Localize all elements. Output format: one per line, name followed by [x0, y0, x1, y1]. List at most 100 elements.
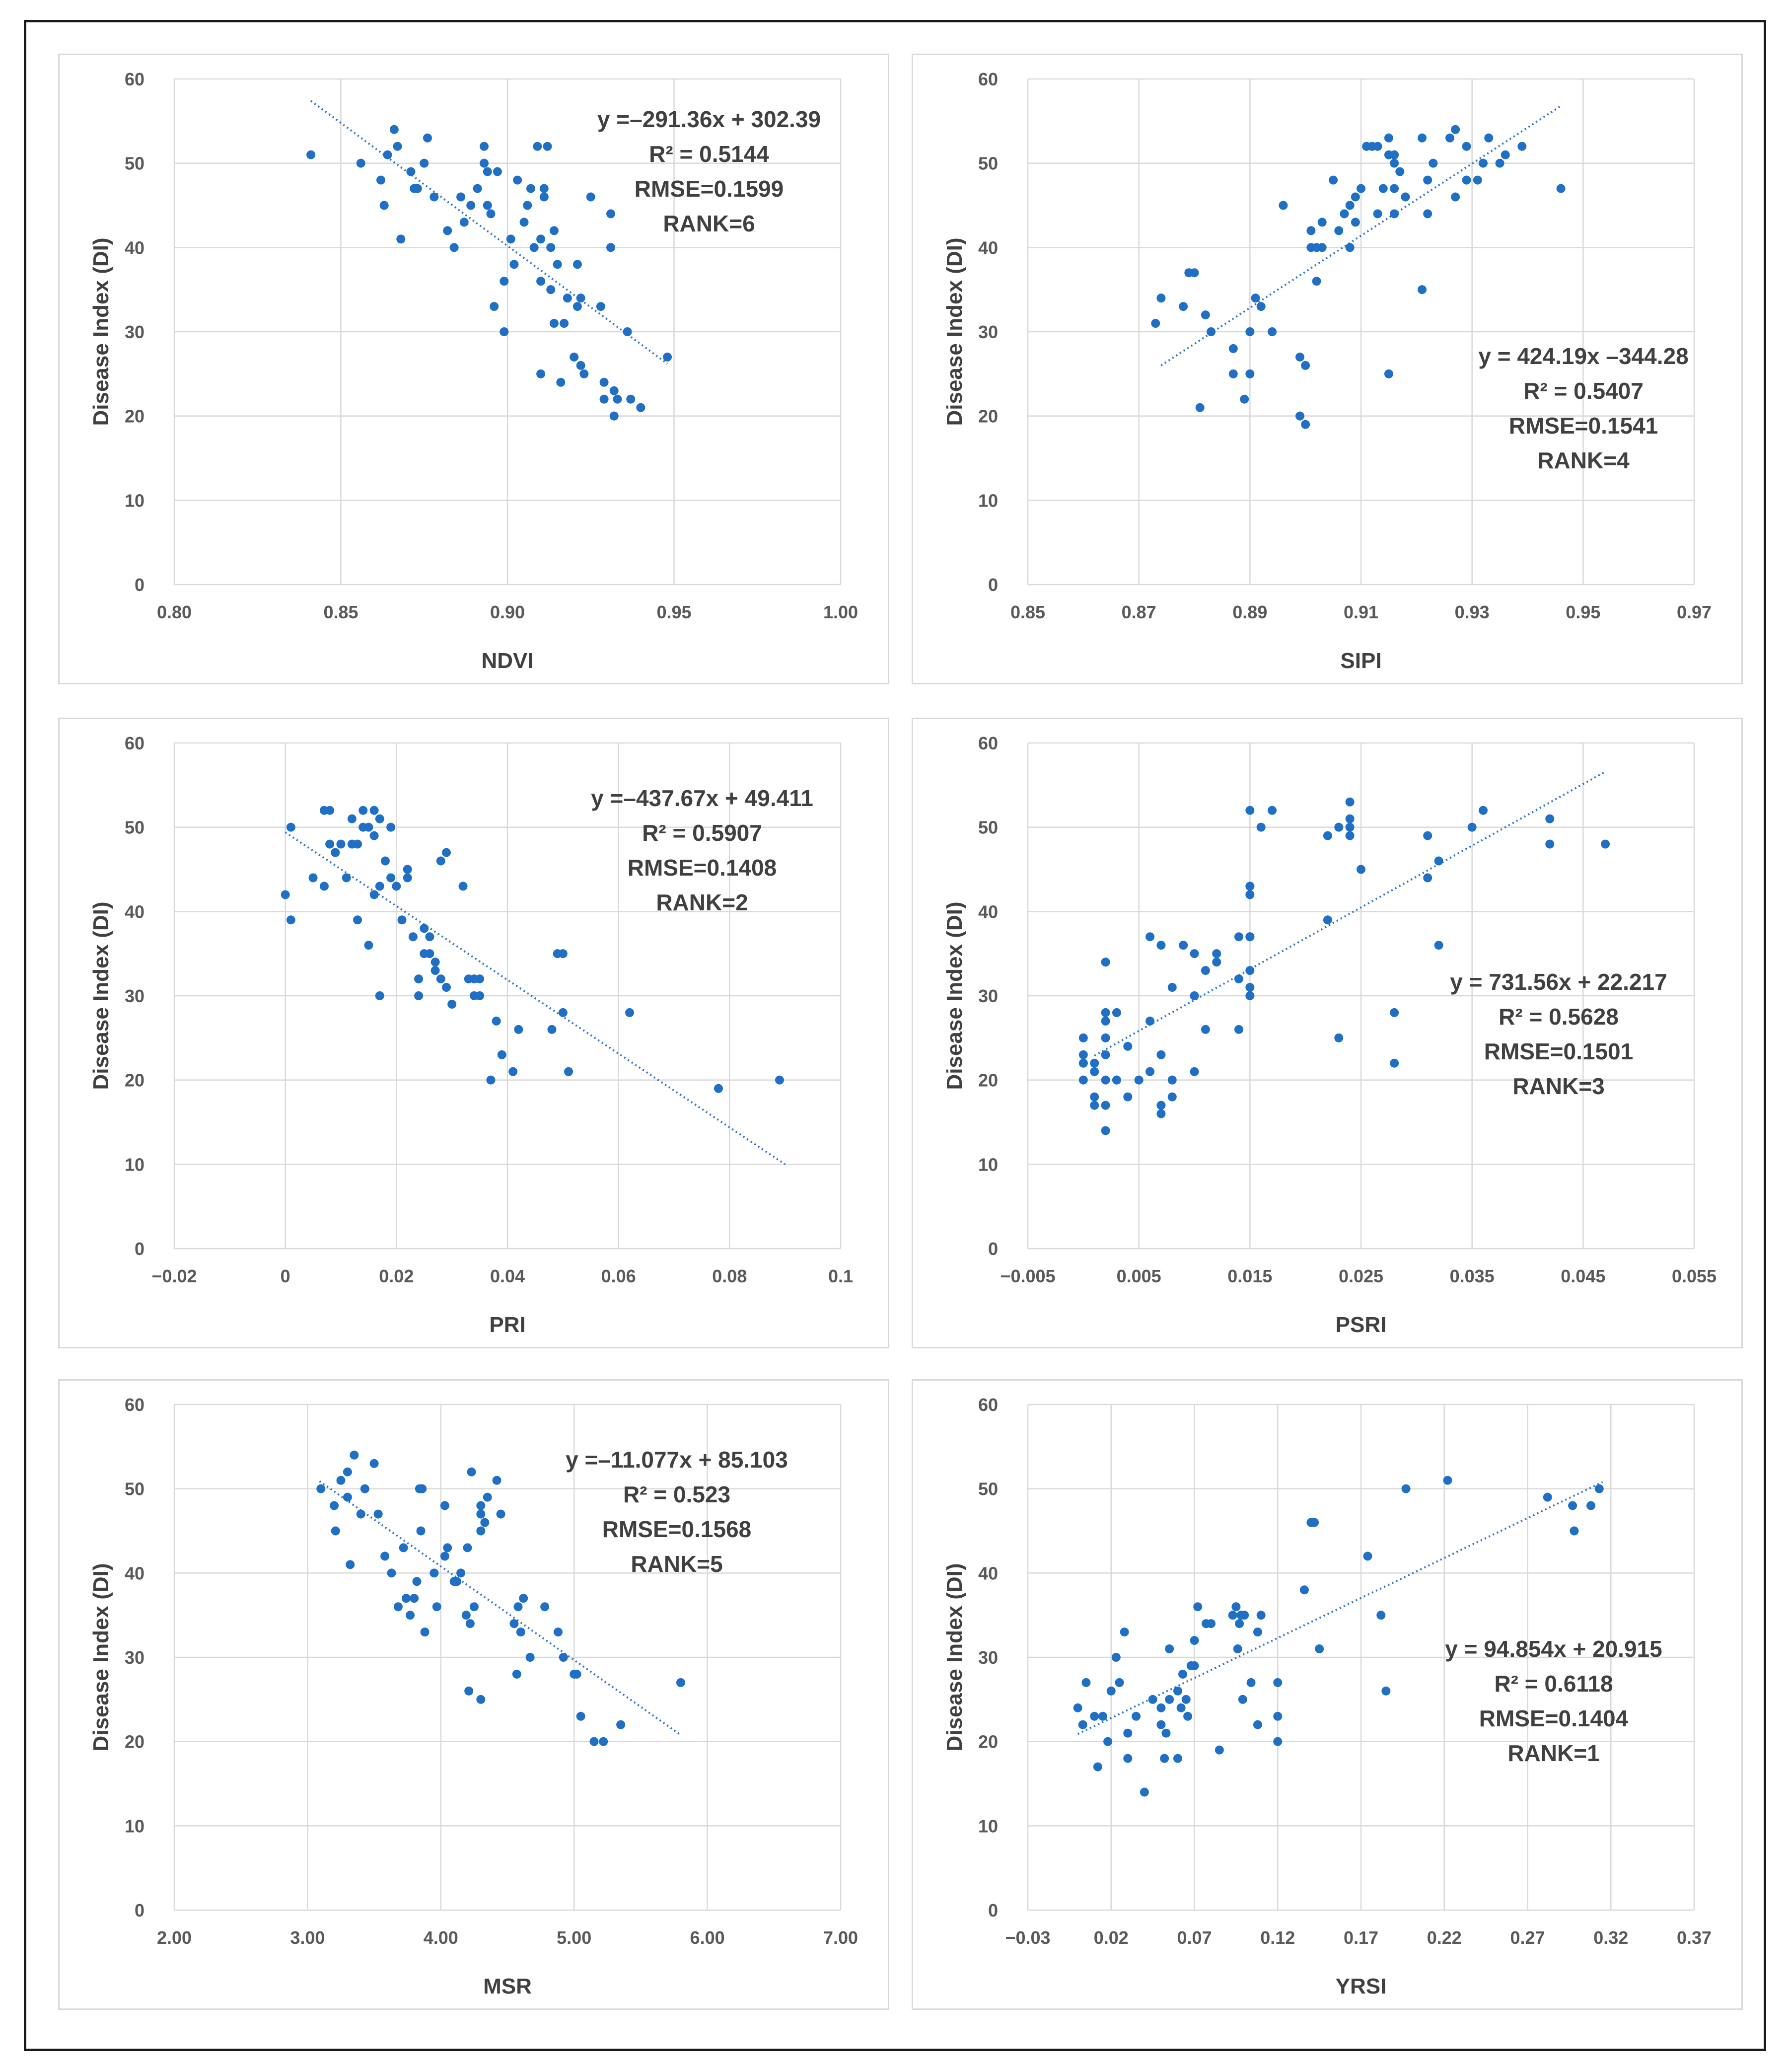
x-axis-title: NDVI [481, 649, 533, 673]
y-tick-label: 40 [978, 1563, 998, 1583]
data-point [440, 1552, 449, 1561]
data-point [1317, 218, 1327, 227]
x-tick-label: 0.95 [1566, 602, 1600, 622]
data-point [1190, 1636, 1199, 1645]
data-point [512, 1669, 521, 1679]
x-tick-label: 0.85 [1010, 602, 1045, 622]
regression-annotation: R² = 0.5144 [649, 141, 769, 167]
trendline [285, 831, 786, 1165]
x-tick-label: 0.87 [1122, 602, 1156, 622]
y-tick-label: 30 [125, 1647, 144, 1668]
data-point [1245, 932, 1255, 942]
data-point [383, 150, 392, 159]
data-point [325, 806, 335, 815]
data-point [386, 822, 396, 832]
x-tick-label: 0.07 [1177, 1927, 1212, 1948]
data-point [1390, 158, 1399, 168]
data-point [1586, 1501, 1595, 1510]
data-point [459, 218, 469, 227]
y-tick-label: 0 [988, 575, 998, 595]
data-point [325, 839, 335, 849]
data-point [1378, 184, 1388, 193]
y-tick-label: 60 [978, 1395, 998, 1415]
data-point [386, 873, 396, 883]
data-point [476, 1509, 486, 1519]
data-point [1090, 1058, 1099, 1068]
x-tick-label: 0.85 [323, 602, 358, 622]
data-point [1156, 1109, 1166, 1118]
x-axis-title: PSRI [1336, 1313, 1387, 1337]
chart-yrsi: −0.03 0.02 0.07 0.12 0.17 0.22 0.27 0.32 0.37 0 10… [942, 1395, 1712, 1998]
data-point [1228, 369, 1238, 378]
y-tick-label: 60 [978, 733, 998, 753]
data-point [626, 394, 636, 404]
x-tick-label: 0.12 [1260, 1927, 1295, 1948]
data-point [1340, 209, 1349, 219]
y-tick-label: 30 [125, 322, 144, 342]
x-tick-label: 3.00 [290, 1927, 325, 1948]
data-point [393, 142, 402, 151]
data-point [609, 386, 619, 395]
x-tick-label: 0.025 [1339, 1266, 1383, 1286]
data-point [1156, 1720, 1166, 1729]
data-point [514, 1025, 523, 1034]
y-tick-label: 50 [125, 1479, 144, 1499]
data-point [1462, 175, 1471, 185]
regression-annotation: R² = 0.5628 [1499, 1004, 1619, 1030]
regression-annotation: RANK=5 [631, 1551, 722, 1577]
data-point [408, 932, 418, 942]
x-tick-label: 0.06 [601, 1266, 636, 1286]
data-point [1120, 1628, 1129, 1637]
regression-annotation: R² = 0.5407 [1523, 378, 1644, 404]
data-point [1373, 209, 1382, 219]
data-point [539, 192, 549, 202]
regression-annotation: RANK=6 [663, 211, 755, 236]
regression-annotation: R² = 0.523 [623, 1481, 730, 1507]
data-point [1101, 1126, 1110, 1135]
data-point [599, 1737, 608, 1746]
data-point [449, 243, 459, 252]
data-point [1167, 1092, 1177, 1102]
data-point [452, 1577, 462, 1586]
x-tick-label: 5.00 [557, 1927, 591, 1948]
data-point [492, 1016, 501, 1026]
data-point [1256, 822, 1266, 832]
data-point [1543, 1492, 1552, 1502]
data-point [546, 243, 556, 252]
data-point [1568, 1501, 1577, 1510]
data-point [558, 1008, 568, 1017]
data-point [573, 302, 582, 311]
data-point [556, 377, 566, 387]
data-point [625, 1008, 635, 1017]
data-point [1310, 1518, 1319, 1527]
data-point [1151, 319, 1160, 328]
chart-msr: 2.00 3.00 4.00 5.00 6.00 7.00 0 10 20 30 40 50 60 MSR… [89, 1395, 858, 1998]
data-point [533, 142, 542, 151]
data-point [509, 1619, 519, 1628]
data-point [1156, 941, 1166, 950]
data-point [461, 1611, 471, 1620]
data-point [1178, 1669, 1188, 1679]
regression-annotation: y =–437.67x + 49.411 [591, 785, 813, 811]
data-point [616, 1720, 626, 1729]
data-point [316, 1484, 326, 1493]
y-tick-label: 20 [125, 1732, 144, 1752]
data-point [1090, 1067, 1099, 1076]
data-point [1234, 1025, 1243, 1034]
data-point [473, 184, 482, 193]
x-tick-label: 0 [281, 1266, 290, 1286]
data-point [1231, 1602, 1241, 1612]
data-point [425, 949, 434, 959]
data-point [475, 991, 485, 1000]
data-point [1167, 1075, 1177, 1085]
data-point [420, 158, 429, 168]
data-point [1273, 1737, 1283, 1746]
data-point [465, 1619, 475, 1628]
data-point [342, 873, 351, 883]
data-point [1479, 158, 1488, 168]
data-point [346, 1560, 355, 1569]
data-point [1434, 856, 1443, 866]
y-tick-label: 0 [135, 575, 144, 595]
data-point [416, 1526, 426, 1536]
data-point [509, 260, 519, 269]
